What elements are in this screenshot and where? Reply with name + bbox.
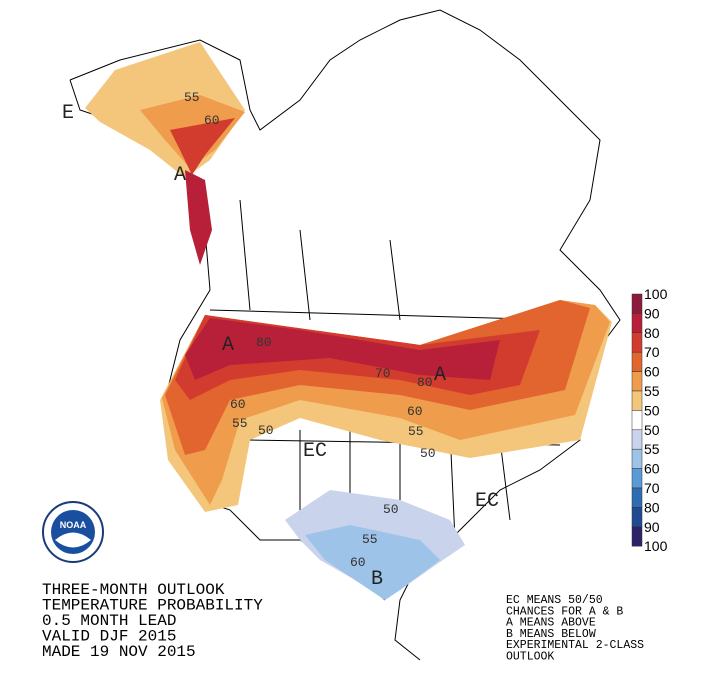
- map-label: 50: [420, 446, 436, 461]
- map-label: A: [174, 164, 186, 187]
- note-line: EXPERIMENTAL 2-CLASS: [506, 639, 644, 652]
- map-label: EC: [303, 440, 327, 463]
- legend-swatch: [631, 371, 643, 392]
- map-label: B: [371, 568, 383, 591]
- legend-swatch: [631, 293, 643, 314]
- legend-label: 60: [644, 364, 660, 380]
- title-line: TEMPERATURE PROBABILITY: [42, 597, 263, 615]
- map-label: 55: [408, 424, 424, 439]
- legend-label: 55: [644, 441, 660, 457]
- map-label: 60: [350, 555, 366, 570]
- legend-swatch: [631, 507, 643, 528]
- above-region: [185, 318, 500, 380]
- title-line: THREE-MONTH OUTLOOK: [42, 581, 225, 599]
- noaa-logo: NOAA: [42, 501, 104, 563]
- map-label: 55: [362, 532, 378, 547]
- note-line: CHANCES FOR A & B: [506, 605, 623, 618]
- legend-label: 90: [644, 519, 660, 535]
- above-region: [185, 170, 212, 265]
- map-label: 60: [230, 397, 246, 412]
- legend-label: 50: [644, 422, 660, 438]
- legend-swatch: [631, 526, 643, 547]
- legend-label: 100: [644, 538, 668, 554]
- legend-label: 50: [644, 402, 660, 418]
- map-label: 50: [383, 502, 399, 517]
- legend-label: 70: [644, 344, 660, 360]
- legend-swatch: [631, 468, 643, 489]
- map-label: 55: [184, 90, 200, 105]
- map-label: 80: [417, 375, 433, 390]
- legend-label: 80: [644, 499, 660, 515]
- map-label: 70: [375, 366, 391, 381]
- below-region: [305, 525, 440, 600]
- map-label: A: [434, 364, 446, 387]
- map-label: EC: [475, 490, 499, 513]
- map-label: 60: [407, 404, 423, 419]
- above-region: [170, 118, 235, 175]
- title-line: 0.5 MONTH LEAD: [42, 612, 176, 630]
- note-line: B MEANS BELOW: [506, 628, 596, 641]
- legend-swatch: [631, 313, 643, 334]
- map-label: 80: [256, 335, 272, 350]
- legend-swatch: [631, 429, 643, 450]
- legend-label: 60: [644, 461, 660, 477]
- legend-label: 70: [644, 480, 660, 496]
- map-label: 60: [204, 113, 220, 128]
- map-label: 50: [258, 423, 274, 438]
- note-line: OUTLOOK: [506, 651, 554, 664]
- legend-swatch: [631, 410, 643, 431]
- note-line: EC MEANS 50/50: [506, 594, 603, 607]
- legend-label: 90: [644, 305, 660, 321]
- legend-swatch: [631, 351, 643, 372]
- legend-swatch: [631, 390, 643, 411]
- legend-swatch: [631, 448, 643, 469]
- legend-label: 100: [644, 286, 668, 302]
- logo-text: NOAA: [60, 520, 87, 530]
- map-label: 55: [232, 416, 248, 431]
- legend-swatch: [631, 487, 643, 508]
- map-label: E: [62, 102, 74, 125]
- legend-swatch: [631, 332, 643, 353]
- map-label: A: [222, 334, 234, 357]
- title-line: MADE 19 NOV 2015: [42, 643, 196, 661]
- title-line: VALID DJF 2015: [42, 628, 176, 646]
- note-line: A MEANS ABOVE: [506, 617, 596, 630]
- legend-label: 80: [644, 325, 660, 341]
- legend-label: 55: [644, 383, 660, 399]
